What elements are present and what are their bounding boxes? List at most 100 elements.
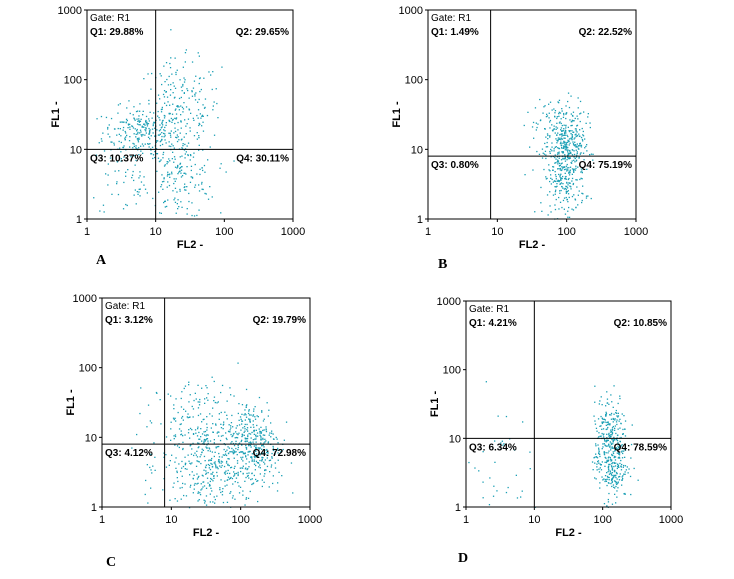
data-point [569, 169, 571, 171]
data-point [210, 477, 212, 480]
data-point [600, 425, 602, 427]
data-point [179, 166, 182, 169]
data-point [248, 432, 250, 435]
data-point [161, 108, 163, 110]
data-point [259, 454, 261, 456]
data-point [231, 477, 234, 480]
data-point [184, 483, 186, 485]
data-point [236, 460, 239, 462]
data-point [163, 136, 165, 138]
data-point [245, 440, 247, 442]
data-point [211, 466, 214, 468]
data-point [545, 136, 547, 138]
data-point [268, 486, 270, 488]
data-point [163, 478, 165, 480]
data-point [166, 175, 169, 177]
data-point [203, 469, 205, 471]
data-point [574, 198, 576, 200]
data-point [178, 97, 181, 100]
data-point [558, 115, 560, 117]
data-point [129, 123, 131, 125]
data-point [554, 171, 556, 173]
data-point [253, 430, 255, 433]
data-point [173, 435, 175, 437]
data-point [586, 150, 588, 152]
data-point [574, 199, 577, 201]
data-point [144, 188, 147, 190]
data-point [550, 156, 552, 158]
data-point [265, 449, 267, 451]
data-point [567, 157, 569, 159]
data-point [236, 437, 239, 439]
data-point [552, 166, 554, 168]
data-point [607, 424, 609, 426]
data-point [237, 446, 239, 449]
data-point [226, 460, 228, 463]
data-point [195, 75, 197, 77]
data-point [612, 421, 614, 423]
data-point [609, 441, 611, 443]
data-point [201, 474, 203, 476]
data-point [573, 156, 575, 158]
data-point [263, 442, 265, 444]
data-point [117, 127, 119, 130]
data-point [142, 133, 144, 136]
data-point [615, 409, 617, 412]
data-point [565, 127, 567, 129]
data-point [255, 434, 257, 437]
data-point [535, 129, 537, 131]
data-point [272, 475, 274, 477]
data-point [245, 463, 247, 465]
data-point [193, 399, 195, 402]
data-point [561, 146, 563, 149]
data-point [244, 438, 247, 440]
data-point [180, 430, 182, 432]
data-point [221, 490, 224, 493]
data-point [602, 428, 605, 430]
data-point [565, 146, 568, 148]
x-tick-label: 100 [557, 226, 575, 238]
data-point [161, 143, 164, 146]
data-point [157, 115, 159, 117]
data-point [560, 159, 563, 161]
data-point [559, 167, 562, 170]
data-point [150, 422, 153, 424]
data-point [259, 473, 261, 475]
data-point [202, 115, 204, 117]
gate-label: Gate: R1 [105, 301, 145, 312]
data-point [617, 442, 619, 444]
data-point [170, 83, 172, 86]
data-point [116, 183, 118, 185]
data-point [563, 133, 566, 135]
data-point [182, 441, 184, 443]
data-point [564, 137, 566, 139]
data-point [173, 182, 175, 185]
data-point [164, 164, 166, 166]
data-point [203, 499, 205, 501]
data-point [612, 417, 614, 420]
data-point [204, 430, 207, 433]
data-point [168, 158, 170, 160]
data-point [191, 95, 194, 97]
data-point [586, 144, 588, 146]
data-point [195, 454, 197, 456]
data-point [581, 138, 584, 141]
data-point [612, 406, 614, 408]
data-point [117, 112, 119, 114]
data-point [563, 188, 565, 190]
data-point [174, 122, 176, 125]
data-point [147, 404, 150, 406]
data-point [560, 179, 562, 181]
data-point [485, 381, 487, 383]
data-point [242, 465, 244, 467]
data-point [559, 112, 562, 114]
data-point [210, 487, 212, 489]
data-point [176, 470, 178, 472]
data-point [560, 178, 562, 181]
data-point [160, 186, 162, 188]
data-point [267, 451, 269, 453]
data-point [248, 410, 250, 412]
data-point [246, 440, 248, 442]
data-point [193, 454, 195, 457]
data-point [245, 467, 247, 469]
